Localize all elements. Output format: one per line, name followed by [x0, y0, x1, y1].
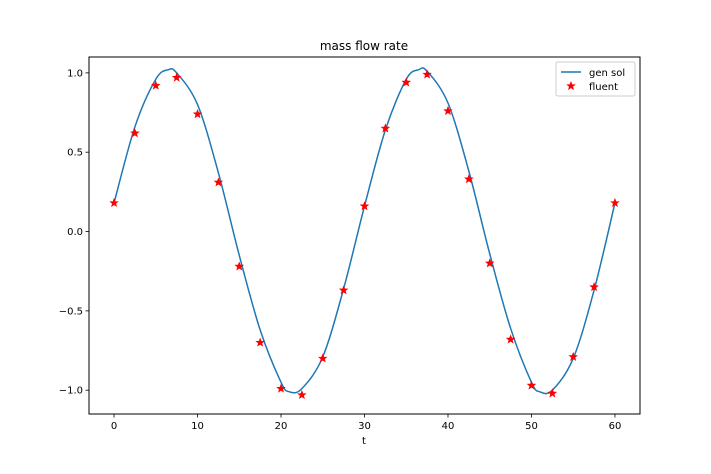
fluent-point: [317, 353, 328, 363]
fluent-point: [505, 334, 516, 344]
legend-star-swatch: [566, 80, 576, 91]
plot-area-frame: [88, 56, 641, 415]
fluent-point: [171, 72, 182, 82]
fluent-point: [109, 197, 119, 208]
fluent-point: [255, 337, 265, 347]
x-tick-label: 10: [191, 421, 204, 432]
y-tick-label: 0.0: [67, 227, 83, 238]
fluent-point: [589, 282, 599, 292]
y-tick-label: 0.5: [67, 148, 83, 159]
y-tick-label: −0.5: [59, 306, 83, 317]
x-tick-label: 20: [275, 421, 288, 432]
fluent-point: [213, 177, 224, 187]
legend: gen sol fluent: [555, 61, 636, 97]
chart-title: mass flow rate: [320, 39, 408, 53]
x-tick-label: 0: [111, 421, 117, 432]
fluent-point: [276, 383, 286, 393]
fluent-point: [568, 351, 579, 361]
fluent-point: [130, 128, 140, 138]
fluent-point: [338, 285, 349, 295]
x-tick-label: 30: [358, 421, 371, 432]
x-tick-label: 40: [442, 421, 455, 432]
series-layer: [109, 67, 620, 400]
x-tick-label: 60: [609, 421, 622, 432]
legend-star-marker: [566, 80, 576, 91]
fluent-point: [297, 389, 307, 400]
fluent-point: [443, 105, 453, 116]
fluent-point: [234, 261, 245, 271]
series-line-gen-sol: [113, 67, 616, 395]
fluent-point: [610, 197, 620, 208]
y-tick-label: 1.0: [67, 68, 83, 79]
x-axis-label: t: [362, 436, 366, 447]
legend-label-fluent: fluent: [589, 82, 618, 93]
fluent-point: [380, 123, 391, 133]
legend-frame: [555, 61, 636, 97]
fluent-point: [150, 80, 161, 90]
fluent-point: [547, 388, 558, 398]
legend-label-gen-sol: gen sol: [589, 68, 625, 79]
fluent-point: [484, 258, 495, 268]
x-tick-label: 50: [525, 421, 538, 432]
fluent-point: [192, 109, 203, 119]
fluent-point: [359, 201, 370, 211]
x-axis: 0 10 20 30 40 50 60: [111, 414, 621, 432]
y-tick-label: −1.0: [59, 386, 83, 397]
fluent-point: [526, 380, 537, 390]
y-axis: −1.0 −0.5 0.0 0.5 1.0: [59, 68, 89, 397]
fluent-point: [464, 174, 474, 184]
fluent-point: [422, 69, 432, 79]
fluent-point: [401, 77, 412, 87]
